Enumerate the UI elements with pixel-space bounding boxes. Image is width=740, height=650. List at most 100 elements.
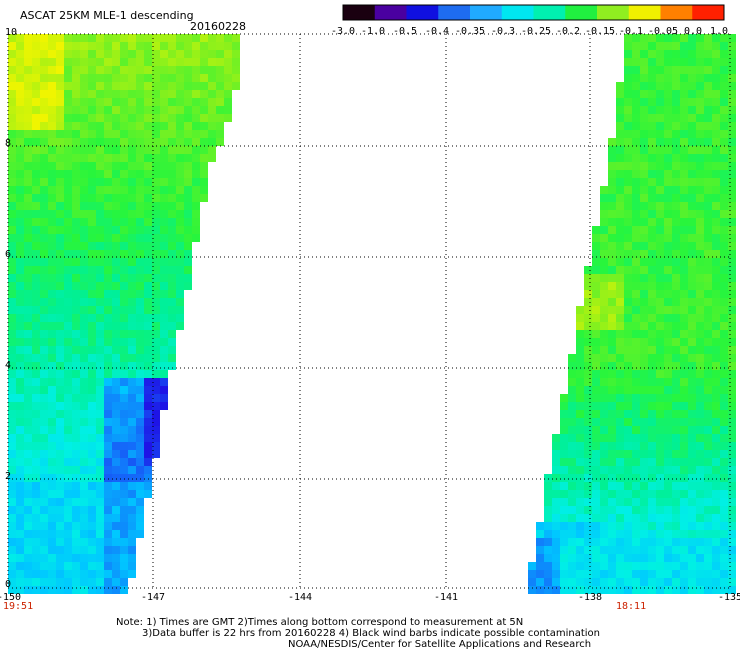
data-cell: [64, 378, 72, 386]
data-cell: [544, 506, 552, 514]
data-cell: [48, 578, 56, 586]
data-cell: [40, 578, 48, 586]
data-cell: [600, 290, 608, 298]
data-cell: [112, 130, 120, 138]
data-cell: [136, 34, 144, 42]
data-cell: [96, 170, 104, 178]
data-cell: [144, 250, 152, 258]
data-cell: [208, 146, 216, 154]
data-cell: [72, 530, 80, 538]
data-cell: [72, 186, 80, 194]
data-cell: [624, 346, 632, 354]
data-cell: [688, 50, 696, 58]
data-cell: [672, 482, 680, 490]
data-cell: [80, 90, 88, 98]
data-cell: [648, 42, 656, 50]
data-cell: [720, 162, 728, 170]
colorbar-segment: [374, 5, 407, 20]
data-cell: [184, 162, 192, 170]
data-cell: [704, 450, 712, 458]
data-cell: [40, 282, 48, 290]
data-cell: [704, 554, 712, 562]
data-cell: [632, 306, 640, 314]
data-cell: [32, 418, 40, 426]
data-cell: [712, 354, 720, 362]
data-cell: [120, 250, 128, 258]
data-cell: [672, 562, 680, 570]
data-cell: [16, 322, 24, 330]
data-cell: [592, 250, 600, 258]
data-cell: [688, 370, 696, 378]
data-cell: [616, 394, 624, 402]
data-cell: [40, 130, 48, 138]
data-cell: [192, 146, 200, 154]
data-cell: [32, 218, 40, 226]
data-cell: [40, 402, 48, 410]
data-cell: [32, 82, 40, 90]
data-cell: [56, 434, 64, 442]
data-cell: [104, 266, 112, 274]
data-cell: [720, 434, 728, 442]
data-cell: [640, 114, 648, 122]
data-cell: [56, 162, 64, 170]
data-cell: [112, 290, 120, 298]
data-cell: [40, 114, 48, 122]
data-cell: [152, 322, 160, 330]
data-cell: [88, 538, 96, 546]
data-cell: [128, 274, 136, 282]
data-cell: [664, 210, 672, 218]
data-cell: [560, 482, 568, 490]
data-cell: [616, 474, 624, 482]
data-cell: [552, 458, 560, 466]
data-cell: [616, 570, 624, 578]
data-cell: [88, 370, 96, 378]
data-cell: [104, 290, 112, 298]
data-cell: [664, 330, 672, 338]
data-cell: [184, 178, 192, 186]
data-cell: [616, 530, 624, 538]
data-cell: [608, 370, 616, 378]
data-cell: [680, 354, 688, 362]
data-cell: [96, 74, 104, 82]
data-cell: [96, 202, 104, 210]
data-cell: [8, 514, 16, 522]
data-cell: [688, 306, 696, 314]
data-cell: [16, 410, 24, 418]
data-cell: [584, 522, 592, 530]
data-cell: [696, 586, 704, 594]
data-cell: [80, 410, 88, 418]
data-cell: [616, 306, 624, 314]
data-cell: [64, 418, 72, 426]
data-cell: [8, 122, 16, 130]
data-cell: [688, 362, 696, 370]
data-cell: [704, 522, 712, 530]
data-cell: [616, 98, 624, 106]
data-cell: [696, 562, 704, 570]
data-cell: [136, 162, 144, 170]
data-cell: [584, 538, 592, 546]
data-cell: [128, 74, 136, 82]
data-cell: [24, 410, 32, 418]
data-cell: [48, 458, 56, 466]
data-cell: [624, 330, 632, 338]
data-cell: [136, 226, 144, 234]
data-cell: [72, 194, 80, 202]
data-cell: [200, 58, 208, 66]
data-cell: [592, 570, 600, 578]
data-cell: [80, 418, 88, 426]
data-cell: [728, 202, 736, 210]
data-cell: [168, 98, 176, 106]
data-cell: [592, 314, 600, 322]
data-cell: [112, 554, 120, 562]
data-cell: [80, 274, 88, 282]
data-cell: [40, 498, 48, 506]
data-cell: [608, 170, 616, 178]
data-cell: [24, 114, 32, 122]
data-cell: [720, 114, 728, 122]
data-cell: [576, 434, 584, 442]
data-cell: [184, 42, 192, 50]
data-cell: [672, 586, 680, 594]
data-cell: [648, 442, 656, 450]
data-cell: [552, 490, 560, 498]
data-cell: [712, 330, 720, 338]
